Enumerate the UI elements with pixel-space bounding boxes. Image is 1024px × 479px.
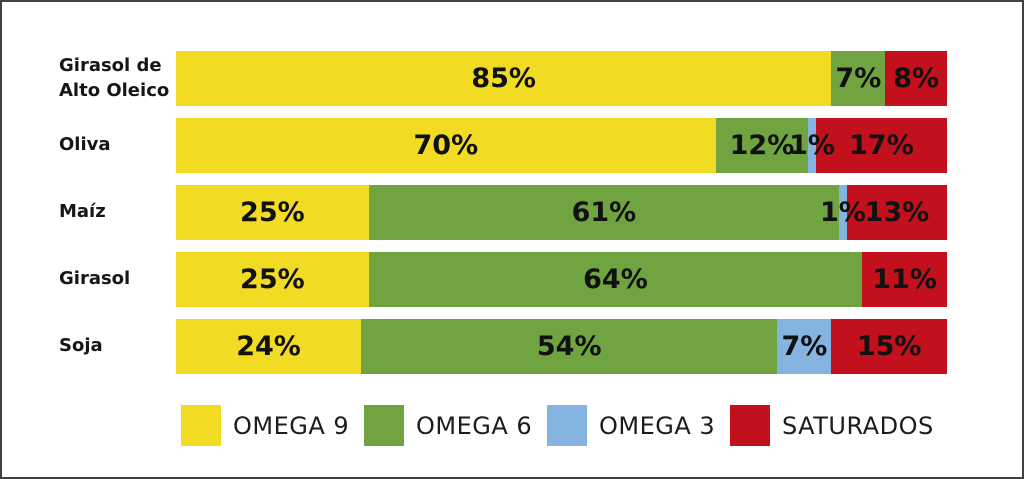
- stacked-bar-chart: Girasol de Alto Oleico 85% 7% 8% Oliva 70% 12%…: [2, 51, 1022, 446]
- bar-track: 70% 12% 1% 17%: [176, 118, 947, 173]
- legend-item-saturados: SATURADOS: [730, 405, 934, 446]
- bar-segment-saturados: [831, 319, 947, 374]
- segment-value-label-saturados: 15%: [856, 331, 922, 362]
- segment-value-label-omega-9: 85%: [471, 63, 536, 94]
- segment-value-label-omega-6: 61%: [571, 197, 637, 228]
- chart-rows: Girasol de Alto Oleico 85% 7% 8% Oliva 70% 12%…: [2, 51, 1022, 374]
- segment-value-label-omega-3: 7%: [781, 331, 828, 362]
- segment-value-label-omega-6: 64%: [583, 264, 648, 295]
- legend-item-omega-3: OMEGA 3: [547, 405, 730, 446]
- segment-value-label-omega-6: 12%: [729, 130, 795, 161]
- segment-value-label-omega-9: 25%: [240, 197, 305, 228]
- chart-row: Oliva 70% 12% 1% 17%: [2, 118, 1022, 173]
- legend-label-omega-3: OMEGA 3: [599, 411, 716, 440]
- legend-swatch-saturados: [730, 405, 770, 446]
- bar-segment-omega-6: [831, 51, 886, 106]
- bar-segment-omega-6: [368, 252, 863, 307]
- category-label: Maíz: [59, 201, 106, 223]
- segment-value-label-saturados: 11%: [872, 264, 937, 295]
- chart-row: Girasol de Alto Oleico 85% 7% 8%: [2, 51, 1022, 106]
- bar-segment-saturados: [846, 185, 947, 240]
- legend-swatch-omega-6: [364, 405, 404, 446]
- bar-segment-omega-9: [176, 51, 832, 106]
- segment-value-label-omega-3: 1%: [789, 130, 835, 161]
- chart-row: Maíz 25% 61% 1% 13%: [2, 185, 1022, 240]
- bar-segment-omega-3: [839, 185, 847, 240]
- segment-value-label-omega-6: 7%: [835, 63, 882, 94]
- bar-track: 85% 7% 8%: [176, 51, 947, 106]
- segment-value-label-saturados: 13%: [864, 197, 930, 228]
- legend-label-omega-9: OMEGA 9: [233, 411, 350, 440]
- legend-label-saturados: SATURADOS: [782, 411, 934, 440]
- bar-segment-saturados: [885, 51, 947, 106]
- segment-value-label-omega-6: 54%: [536, 331, 602, 362]
- legend-item-omega-9: OMEGA 9: [181, 405, 364, 446]
- segment-value-label-saturados: 8%: [893, 63, 940, 94]
- bar-segment-omega-6: [361, 319, 778, 374]
- legend-label-omega-6: OMEGA 6: [416, 411, 533, 440]
- segment-value-label-omega-9: 70%: [413, 130, 479, 161]
- category-label: Oliva: [59, 134, 111, 156]
- legend-swatch-omega-3: [547, 405, 587, 446]
- bar-segment-omega-3: [808, 118, 816, 173]
- bar-segment-omega-9: [176, 118, 716, 173]
- bar-segment-omega-3: [777, 319, 832, 374]
- chart-legend: OMEGA 9 OMEGA 6 OMEGA 3 SATURADOS: [181, 405, 1022, 446]
- segment-value-label-omega-9: 25%: [240, 264, 305, 295]
- legend-item-omega-6: OMEGA 6: [364, 405, 547, 446]
- bar-segment-omega-9: [176, 319, 362, 374]
- bar-segment-omega-6: [715, 118, 809, 173]
- category-label: Girasol: [59, 268, 131, 290]
- bar-segment-omega-9: [176, 185, 369, 240]
- bar-track: 25% 61% 1% 13%: [176, 185, 947, 240]
- bar-segment-saturados: [815, 118, 947, 173]
- bar-segment-omega-6: [368, 185, 840, 240]
- segment-value-label-saturados: 17%: [849, 130, 914, 161]
- bar-track: 25% 64% 11%: [176, 252, 947, 307]
- bar-track: 24% 54% 7% 15%: [176, 319, 947, 374]
- bar-segment-saturados: [862, 252, 947, 307]
- category-label: Girasol de Alto Oleico: [59, 55, 170, 101]
- legend-swatch-omega-9: [181, 405, 221, 446]
- chart-row: Soja 24% 54% 7% 15%: [2, 319, 1022, 374]
- segment-value-label-omega-9: 24%: [236, 331, 301, 362]
- bar-segment-omega-9: [176, 252, 369, 307]
- segment-value-label-omega-3: 1%: [819, 197, 866, 228]
- category-label: Soja: [59, 335, 103, 357]
- chart-row: Girasol 25% 64% 11%: [2, 252, 1022, 307]
